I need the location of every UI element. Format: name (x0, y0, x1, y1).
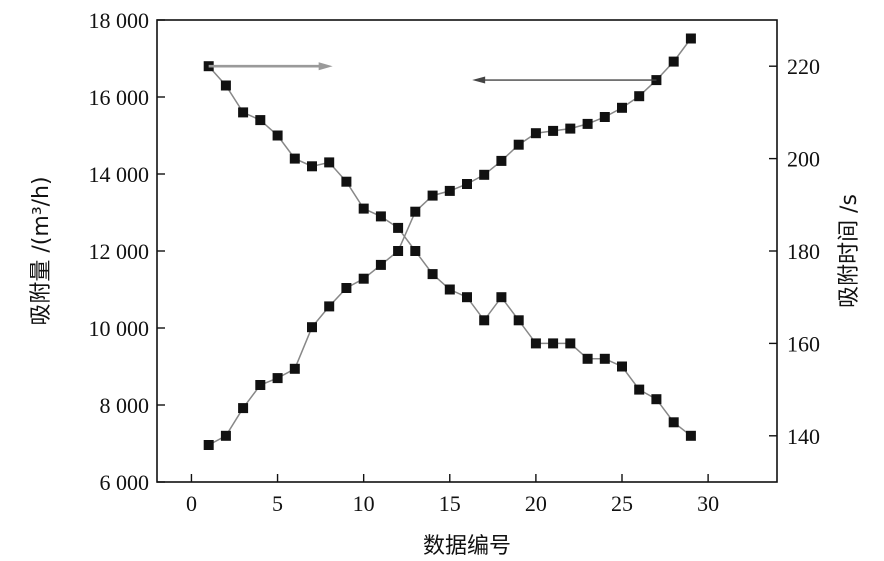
series-right-point (255, 380, 266, 390)
series-right-point (203, 440, 214, 450)
series-left-point (444, 284, 455, 295)
series-right-point (462, 179, 472, 189)
left-y-tick-label: 14 000 (89, 162, 150, 187)
series-right-point (375, 259, 386, 270)
series-right-point (307, 322, 317, 333)
right-y-tick-label: 180 (787, 239, 820, 264)
series-left-point (496, 292, 507, 303)
series-right-point (410, 206, 421, 217)
series-right-point (220, 430, 231, 441)
series-right-point (599, 112, 610, 122)
arrow-right-head (318, 62, 333, 71)
x-tick-label: 25 (611, 491, 633, 516)
x-tick-label: 30 (697, 491, 719, 516)
series-right-point (427, 190, 438, 201)
series-left-point (685, 430, 696, 441)
series-right-point (444, 185, 455, 196)
series-right-point (530, 128, 541, 139)
right-y-axis-ticks: 140 160 180 200 220 (769, 54, 820, 449)
right-y-tick-label: 220 (787, 54, 820, 79)
x-tick-label: 20 (525, 491, 547, 516)
left-y-tick-label: 10 000 (89, 316, 150, 341)
left-y-axis-title: 吸附量 /(m³/h) (29, 176, 54, 325)
right-y-tick-label: 140 (787, 424, 820, 449)
series-right-point (324, 301, 335, 312)
x-axis-ticks: 0 5 10 15 20 25 30 (186, 474, 719, 516)
right-y-tick-label: 200 (787, 147, 820, 172)
series-layer (203, 33, 696, 450)
series-right-point (479, 169, 490, 180)
series-left-point (582, 353, 593, 364)
series-left-point (617, 361, 627, 372)
left-y-tick-label: 18 000 (89, 8, 150, 33)
series-left-point (324, 157, 335, 168)
series-left-point (272, 130, 283, 141)
series-left-point (651, 394, 662, 405)
x-axis-title: 数据编号 (423, 534, 511, 559)
series-left-point (220, 80, 231, 91)
series-left-point (462, 292, 472, 303)
right-y-tick-label: 160 (787, 331, 820, 356)
series-left-point (410, 246, 421, 256)
series-left-point (289, 153, 300, 164)
series-left-point (530, 338, 541, 349)
left-y-axis-ticks: 6 000 8 000 10 000 12 000 14 000 16 000 18 000 (89, 8, 165, 495)
series-right-point (289, 363, 300, 374)
series-left-point (513, 315, 524, 326)
left-y-tick-label: 16 000 (89, 85, 150, 110)
series-right-point (496, 155, 507, 166)
series-left-point (479, 315, 490, 326)
x-tick-label: 10 (353, 491, 375, 516)
series-left-point (565, 338, 576, 349)
x-tick-label: 15 (439, 491, 461, 516)
series-left-point (375, 211, 386, 222)
series-right-point (272, 373, 283, 384)
series-left-point (548, 338, 559, 349)
series-right-point (393, 246, 404, 256)
plot-frame (156, 19, 778, 483)
series-left-point (599, 353, 610, 364)
arrow-left-head (472, 76, 486, 84)
series-left-point (341, 176, 352, 187)
series-left-point (307, 161, 317, 172)
series-left-point (255, 115, 266, 126)
series-left-point (358, 203, 369, 214)
x-tick-label: 5 (272, 491, 283, 516)
series-right-point (617, 102, 627, 113)
series-right-point (548, 125, 559, 136)
series-left-point (427, 269, 438, 280)
series-right-point (668, 56, 679, 67)
series-left-point (238, 107, 249, 118)
left-y-tick-label: 6 000 (100, 470, 150, 495)
series-left-point (634, 384, 645, 395)
arrow-layer (208, 62, 657, 84)
left-y-tick-label: 8 000 (100, 393, 150, 418)
series-right-point (582, 118, 593, 129)
series-right-point (358, 273, 369, 284)
series-left-point (393, 222, 404, 233)
series-right-point (634, 91, 645, 102)
series-right-point (513, 139, 524, 150)
right-y-axis-title: 吸附时间 /s (837, 194, 862, 308)
series-right-point (341, 283, 352, 293)
left-y-tick-label: 12 000 (89, 239, 150, 264)
x-tick-label: 0 (186, 491, 197, 516)
series-right-point (565, 123, 576, 134)
series-right-point (238, 403, 249, 414)
series-right-point (685, 33, 696, 44)
series-right-line (208, 38, 692, 446)
series-left-point (668, 417, 679, 428)
